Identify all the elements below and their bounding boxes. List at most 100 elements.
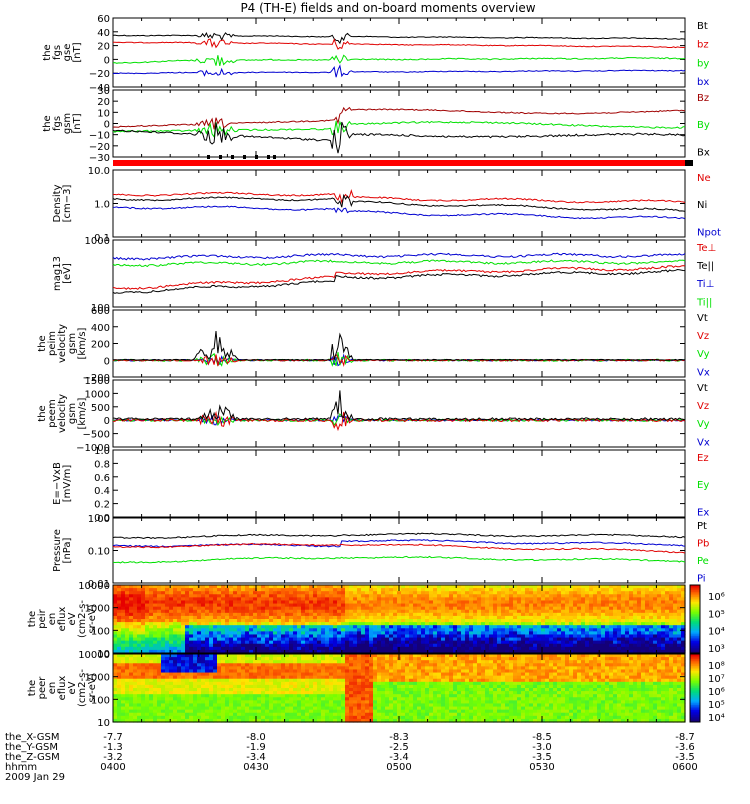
- y-axis-label: [eV]: [62, 263, 73, 284]
- series-Ti-par: [113, 260, 685, 267]
- legend-Vy: Vy: [697, 419, 710, 430]
- legend-bz: bz: [697, 40, 709, 51]
- legend-Pi: Pi: [697, 573, 706, 584]
- y-tick-label: 40: [97, 28, 110, 39]
- y-tick-label: −10: [89, 131, 110, 142]
- legend-Bt: Bt: [697, 21, 708, 32]
- y-axis-label: [km/s]: [77, 327, 88, 359]
- y-axis-label: sr-eV): [87, 604, 98, 633]
- legend-Vt: Vt: [697, 383, 708, 394]
- series-Ti-perp: [113, 253, 685, 260]
- y-tick-label: 500: [91, 403, 110, 414]
- series-Pt: [113, 533, 685, 538]
- legend-Ne: Ne: [697, 173, 711, 184]
- legend-Bx: Bx: [697, 147, 710, 158]
- series-Bt: [113, 33, 685, 43]
- legend-Npot: Npot: [697, 227, 721, 238]
- status-bar-end: [685, 160, 693, 166]
- y-tick-label: 400: [91, 323, 110, 334]
- electron-spectrogram-image: [113, 654, 686, 723]
- y-tick-label: 0: [104, 416, 110, 427]
- legend-Vx: Vx: [697, 367, 710, 378]
- legend-Ex: Ex: [697, 507, 709, 518]
- legend-Te||: Te||: [696, 261, 714, 272]
- panel-frame: [113, 18, 685, 87]
- y-tick-label: 1000: [85, 389, 110, 400]
- y-tick-label: 0: [104, 120, 110, 131]
- y-tick-label: 0.8: [94, 459, 110, 470]
- y-tick-label: −30: [89, 153, 110, 164]
- y-tick-label: 20: [97, 42, 110, 53]
- legend-Pt: Pt: [697, 521, 707, 532]
- legend-Vx: Vx: [697, 437, 710, 448]
- mode-tick: [273, 155, 276, 159]
- mode-tick: [231, 155, 234, 159]
- y-tick-label: 0.2: [94, 500, 110, 511]
- y-axis-label: [nT]: [72, 113, 83, 133]
- y-tick-label: 1.0: [94, 200, 110, 211]
- y-tick-label: 0: [104, 356, 110, 367]
- legend-Vt: Vt: [697, 313, 708, 324]
- legend-Bz: Bz: [697, 93, 709, 104]
- y-tick-label: 60: [97, 14, 110, 25]
- y-tick-label: 0.4: [94, 486, 110, 497]
- ion-spectrogram-image: [113, 585, 686, 654]
- legend-Vz: Vz: [697, 331, 709, 342]
- legend-Vz: Vz: [697, 401, 709, 412]
- series-bz: [113, 39, 685, 49]
- mode-tick: [255, 155, 258, 159]
- y-tick-label: 30: [97, 86, 110, 97]
- y-tick-label: −500: [83, 430, 110, 441]
- legend-Pb: Pb: [697, 538, 709, 549]
- y-tick-label: 200: [91, 340, 110, 351]
- y-tick-label: 0.6: [94, 473, 110, 484]
- series-by: [113, 55, 685, 66]
- series-Ne: [113, 191, 685, 203]
- y-tick-label: 10.0: [88, 166, 110, 177]
- legend-Ti||: Ti||: [696, 297, 712, 308]
- series-Pe: [113, 556, 685, 563]
- series-Npot: [113, 206, 685, 219]
- legend-By: By: [697, 120, 710, 131]
- series-Bx: [113, 122, 685, 153]
- mode-tick: [267, 155, 270, 159]
- y-axis-label: [mV/m]: [62, 465, 73, 503]
- legend-Ti⊥: Ti⊥: [696, 279, 714, 290]
- series-e-Vt: [113, 390, 685, 420]
- legend-by: by: [697, 58, 709, 69]
- mode-tick: [243, 155, 246, 159]
- legend-Ni: Ni: [697, 200, 707, 211]
- legend-Te⊥: Te⊥: [696, 243, 716, 254]
- series-bx: [113, 66, 685, 77]
- y-axis-label: [cm−3]: [62, 185, 73, 223]
- series-ion-Vt: [113, 331, 685, 360]
- y-tick-label: 1500: [85, 376, 110, 387]
- y-tick-label: 10: [97, 108, 110, 119]
- mode-tick: [219, 155, 222, 159]
- status-bar-red: [113, 160, 685, 166]
- panel-frame: [113, 450, 685, 517]
- mode-tick: [207, 155, 210, 159]
- y-tick-label: −20: [89, 69, 110, 80]
- series-By: [113, 121, 685, 137]
- panel-frame: [113, 380, 685, 447]
- legend-Ez: Ez: [697, 453, 709, 464]
- y-tick-label: 0.10: [88, 547, 110, 558]
- y-tick-label: 20: [97, 97, 110, 108]
- panel-frame: [113, 310, 685, 377]
- legend-Pe: Pe: [697, 556, 709, 567]
- chart-title: P4 (TH-E) fields and on-board moments ov…: [240, 1, 535, 15]
- y-axis-label: [nT]: [72, 42, 83, 62]
- legend-Vy: Vy: [697, 349, 710, 360]
- y-tick-label: 1000: [85, 236, 110, 247]
- y-axis-label: [nPa]: [62, 537, 73, 563]
- legend-Ey: Ey: [697, 480, 709, 491]
- legend-bx: bx: [697, 77, 709, 88]
